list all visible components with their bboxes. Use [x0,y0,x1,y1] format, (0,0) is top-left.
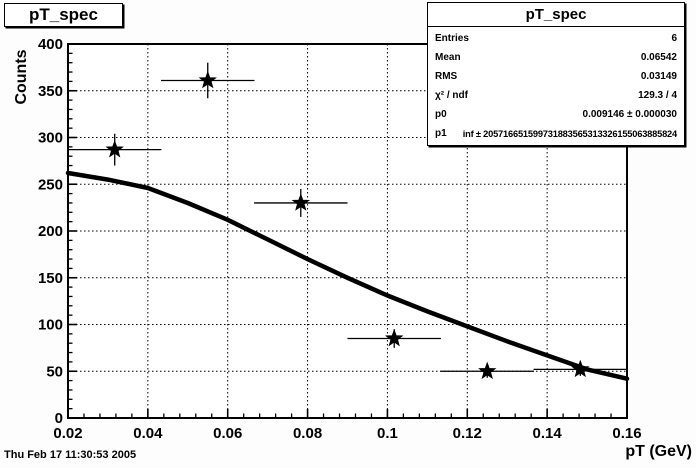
stat-label: p0 [435,109,447,120]
y-tick-label: 350 [38,83,63,100]
plot-title: pT_spec [29,5,98,24]
stat-label: p1 [435,128,447,139]
stat-value: 0.06542 [640,52,677,63]
stats-row-rms: RMS 0.03149 [428,71,684,82]
fit-curve[interactable] [65,170,630,381]
x-tick-label: 0.02 [53,425,82,442]
data-point-marker[interactable] [105,140,124,158]
x-tick-labels: 0.02 0.04 0.06 0.08 0.1 0.12 0.14 0.16 [53,425,641,442]
stats-title: pT_spec [428,3,684,27]
stats-row-chi2: χ² / ndf 129.3 / 4 [428,90,684,101]
x-tick-label: 0.1 [377,425,398,442]
data-point-marker[interactable] [291,193,310,211]
stat-value: 129.3 / 4 [638,90,677,101]
stat-label: Mean [435,52,461,63]
x-tick-label: 0.04 [133,425,163,442]
y-tick-label: 0 [55,410,63,427]
x-tick-label: 0.14 [533,425,563,442]
stats-row-p0: p0 0.009146 ± 0.000030 [428,109,684,120]
stat-value: 6 [671,33,677,44]
data-points[interactable] [68,62,627,380]
stats-row-mean: Mean 0.06542 [428,52,684,63]
x-axis-title: pT (GeV) [625,443,692,460]
grid-lines [68,44,627,418]
y-tick-label: 400 [38,36,63,53]
y-tick-labels: 0 50 100 150 200 250 300 350 400 [38,36,63,427]
stat-value: 0.009146 ± 0.000030 [582,109,677,120]
timestamp: Thu Feb 17 11:30:53 2005 [4,449,137,461]
plot-title-box[interactable]: pT_spec [4,3,123,27]
stat-value: inf ± 2057166515997318835653133261550638… [462,128,677,139]
stats-box[interactable]: pT_spec Entries 6 Mean 0.06542 RMS 0.031… [427,2,685,146]
axis-ticks [67,43,628,419]
stat-label: RMS [435,71,458,82]
y-tick-label: 250 [38,176,63,193]
y-tick-label: 100 [38,317,63,334]
y-axis-title: Counts [13,49,30,104]
stats-row-p1: p1 inf ± 2057166515997318835653133261550… [428,128,684,139]
stats-row-entries: Entries 6 [428,33,684,44]
fit-curve-path[interactable] [65,170,630,381]
y-tick-label: 50 [46,363,63,380]
stat-label: χ² / ndf [435,90,468,101]
stats-rows: Entries 6 Mean 0.06542 RMS 0.03149 χ² / … [428,27,684,145]
x-tick-label: 0.08 [293,425,322,442]
y-tick-label: 150 [38,270,63,287]
x-tick-label: 0.12 [453,425,482,442]
y-tick-label: 300 [38,130,63,147]
data-point-marker[interactable] [571,359,590,378]
data-point-marker[interactable] [478,361,497,380]
y-tick-label: 200 [38,223,63,240]
stat-label: Entries [435,33,469,44]
x-tick-label: 0.16 [612,425,641,442]
x-tick-label: 0.06 [213,425,242,442]
stat-value: 0.03149 [640,71,677,82]
data-point-marker[interactable] [385,328,404,347]
data-point-marker[interactable] [198,70,217,89]
